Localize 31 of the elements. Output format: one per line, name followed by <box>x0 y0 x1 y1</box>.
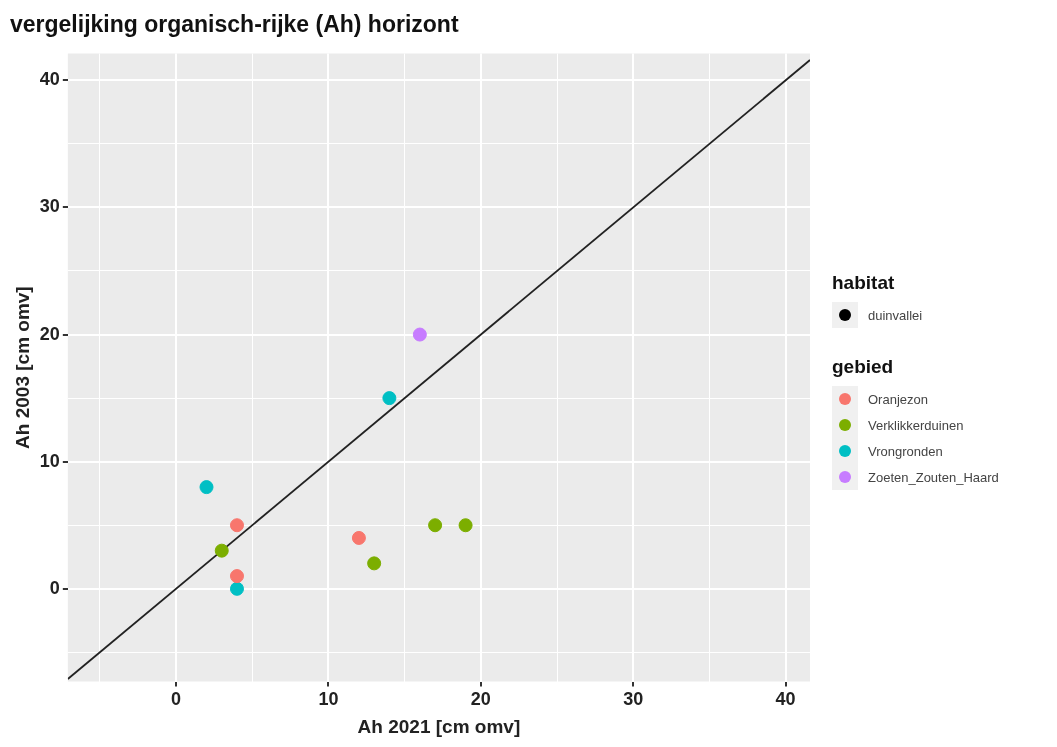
x-axis-title: Ah 2021 [cm omv] <box>357 715 521 737</box>
legend-label: Oranjezon <box>868 391 928 407</box>
point <box>458 518 473 533</box>
chart-title: vergelijking organisch-rijke (Ah) horizont <box>10 11 459 38</box>
x-tick-label: 10 <box>318 689 339 710</box>
y-tick-label: 40 <box>39 69 60 90</box>
point <box>412 327 427 342</box>
y-tick-label: 20 <box>39 323 60 344</box>
point <box>229 569 244 584</box>
point <box>428 518 443 533</box>
legend-title: gebied <box>832 356 895 378</box>
point <box>214 543 229 558</box>
point <box>367 556 382 571</box>
point <box>351 530 366 545</box>
y-axis-title: Ah 2003 [cm omv] <box>11 286 33 449</box>
point <box>229 581 244 596</box>
text: habitat <box>832 272 896 294</box>
point <box>382 391 397 406</box>
x-tick-label: 40 <box>775 689 796 710</box>
point <box>199 480 214 495</box>
x-tick-label: 20 <box>470 689 491 710</box>
x-tick-label: 0 <box>171 689 182 710</box>
legend-label: Verklikkerduinen <box>868 417 964 433</box>
legend-label: Vrongronden <box>868 443 943 459</box>
y-tick-label: 30 <box>39 196 60 217</box>
x-tick-label: 30 <box>623 689 644 710</box>
legend-label: Zoeten_Zouten_Haard <box>868 469 999 485</box>
y-tick-label: 10 <box>39 450 60 471</box>
point <box>229 518 244 533</box>
y-tick-label: 0 <box>49 577 60 598</box>
text: duinvallei <box>868 307 923 323</box>
